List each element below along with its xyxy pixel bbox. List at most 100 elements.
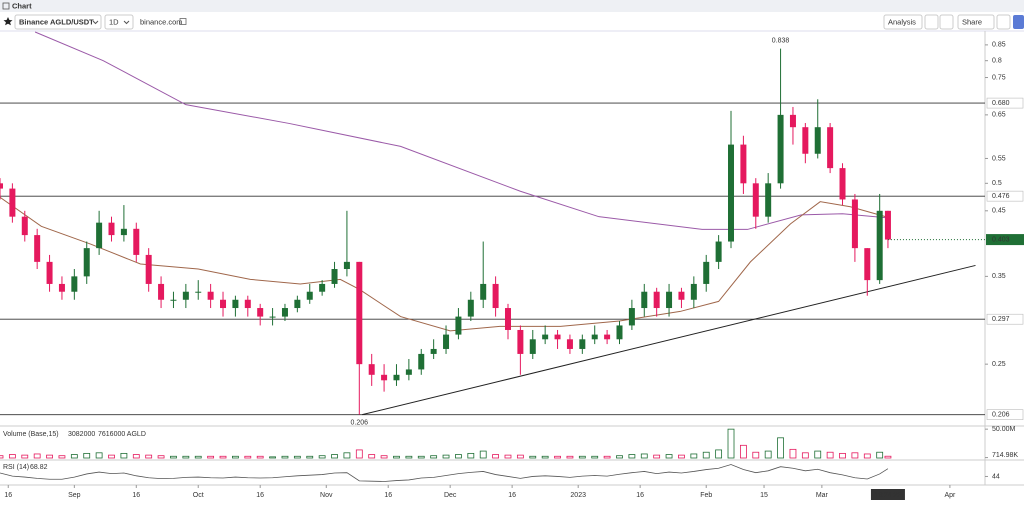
symbol-box[interactable] bbox=[14, 14, 102, 30]
candle-body bbox=[579, 339, 586, 349]
candle-body bbox=[566, 339, 573, 349]
candle-body bbox=[71, 276, 78, 292]
x-tick-label: 2023 bbox=[570, 492, 586, 499]
tab-bar bbox=[0, 0, 1024, 12]
volume-bar bbox=[219, 455, 227, 459]
volume-bar bbox=[777, 437, 784, 459]
candle-body bbox=[220, 299, 227, 309]
level-label-box bbox=[986, 409, 1024, 420]
candle-body bbox=[207, 291, 214, 300]
candle-body bbox=[777, 114, 784, 184]
volume-bar bbox=[851, 452, 859, 459]
y-tick-label: 0.35 bbox=[992, 273, 1006, 280]
candle-body bbox=[294, 299, 301, 309]
candle-body bbox=[108, 222, 115, 236]
volume-bar bbox=[145, 454, 153, 459]
share-button[interactable] bbox=[957, 14, 995, 30]
candle-body bbox=[628, 308, 635, 326]
y-tick-label: 0.55 bbox=[992, 155, 1006, 162]
x-tick-label: Dec bbox=[444, 492, 457, 499]
x-tick-label: Sep bbox=[68, 492, 81, 499]
volume-bar bbox=[70, 454, 78, 459]
candle-body bbox=[802, 127, 809, 154]
candle-body bbox=[740, 144, 747, 184]
x-tick-label: 15 bbox=[760, 492, 768, 499]
volume-bar bbox=[244, 455, 252, 459]
rsi-line bbox=[0, 464, 889, 482]
y-tick-label: 0.85 bbox=[992, 42, 1006, 49]
volume-bar bbox=[814, 450, 822, 459]
tab-title: Chart bbox=[12, 1, 32, 10]
candle-body bbox=[752, 183, 759, 217]
volume-bar bbox=[653, 454, 661, 459]
volume-bar bbox=[430, 455, 438, 459]
candle-body bbox=[0, 183, 3, 189]
volume-bar bbox=[368, 454, 376, 459]
price-annotation: 0.838 bbox=[772, 37, 790, 44]
candle-body bbox=[9, 188, 16, 217]
volume-bar bbox=[541, 455, 549, 459]
analysis-button[interactable] bbox=[883, 14, 923, 30]
candle-body bbox=[232, 299, 239, 309]
candle-body bbox=[182, 291, 189, 300]
candle-body bbox=[504, 308, 511, 330]
volume-bar bbox=[405, 455, 413, 459]
y-tick-label: 0.65 bbox=[992, 112, 1006, 119]
volume-bar bbox=[306, 455, 314, 459]
share: Share bbox=[962, 17, 982, 26]
candle-body bbox=[58, 283, 65, 292]
candle-body bbox=[170, 299, 177, 301]
volume-bar bbox=[603, 455, 611, 459]
volume-bar bbox=[170, 455, 177, 459]
favorite-star[interactable] bbox=[3, 17, 13, 26]
volume-bar bbox=[46, 454, 53, 459]
candle-body bbox=[884, 210, 891, 240]
volume-bar bbox=[417, 455, 425, 459]
volume-bar bbox=[826, 451, 834, 459]
y-tick-label: 0.5 bbox=[992, 180, 1002, 187]
rsi-value: 68.82 bbox=[30, 464, 48, 471]
volume-bar bbox=[715, 449, 723, 459]
volume-bar bbox=[492, 454, 499, 459]
layout-button[interactable] bbox=[924, 14, 939, 30]
candle-body bbox=[418, 353, 425, 370]
level-label: 0.680 bbox=[992, 100, 1010, 107]
x-tick-label: 16 bbox=[636, 492, 644, 499]
menu-button[interactable] bbox=[1013, 15, 1024, 29]
candle-body bbox=[21, 216, 28, 236]
x-tick-label: Mar bbox=[816, 492, 829, 499]
candle-body bbox=[542, 334, 549, 340]
volume-bar bbox=[343, 452, 351, 459]
volume-bar bbox=[504, 454, 512, 459]
last-price-box bbox=[986, 234, 1024, 246]
candle-body bbox=[356, 261, 363, 365]
x-tick-label: Apr bbox=[944, 492, 956, 499]
volume-bar bbox=[442, 454, 450, 459]
candle-body bbox=[145, 254, 152, 284]
interval-box[interactable] bbox=[104, 14, 134, 30]
candle-body bbox=[133, 228, 140, 255]
volume-bar bbox=[157, 455, 165, 459]
volume-bar bbox=[8, 454, 16, 459]
rsi-title: RSI (14) bbox=[3, 464, 29, 471]
volume-bar bbox=[269, 456, 276, 459]
candle-body bbox=[641, 291, 648, 309]
level-label: 0.206 bbox=[992, 412, 1010, 419]
fullscreen-button[interactable] bbox=[996, 14, 1011, 30]
settings-button[interactable] bbox=[939, 14, 954, 30]
level-label: 0.297 bbox=[992, 316, 1010, 323]
source[interactable]: binance.com bbox=[140, 17, 183, 26]
volume-bar bbox=[182, 455, 190, 459]
candle-body bbox=[319, 283, 326, 292]
candle-body bbox=[653, 291, 660, 309]
rsi-tick-label: 44 bbox=[992, 473, 1000, 480]
candle-body bbox=[591, 334, 598, 340]
y-tick-label: 0.45 bbox=[992, 208, 1006, 215]
volume-tick-label: 714.98K bbox=[992, 452, 1018, 459]
candle-body bbox=[728, 144, 735, 242]
volume-bar bbox=[21, 454, 29, 459]
volume-value: 3082000 bbox=[68, 431, 95, 438]
candle-body bbox=[405, 369, 412, 375]
moving-average bbox=[0, 196, 886, 332]
volume-bar bbox=[727, 428, 735, 459]
